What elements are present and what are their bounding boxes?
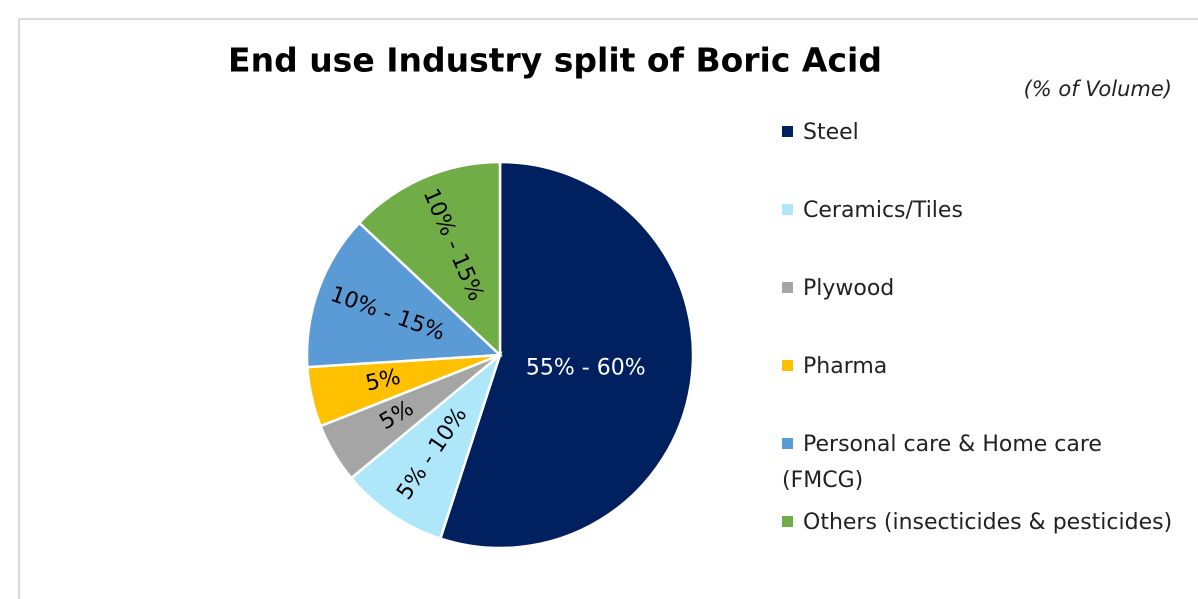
- legend-item: Ceramics/Tiles: [782, 193, 1182, 229]
- legend-label: Plywood: [803, 276, 895, 301]
- legend-item: Personal care & Home care (FMCG): [782, 427, 1182, 499]
- legend-swatch: [782, 516, 793, 527]
- legend-label: Others (insecticides & pesticides): [803, 510, 1173, 535]
- pie-slice: [438, 160, 695, 550]
- legend-swatch: [782, 438, 793, 449]
- pie-slice: [305, 221, 503, 369]
- legend-swatch: [782, 126, 793, 137]
- legend-item: Pharma: [782, 349, 1182, 385]
- pie-slice: [357, 160, 502, 358]
- legend-item: Others (insecticides & pesticides): [782, 505, 1182, 541]
- chart-frame: [18, 18, 1198, 599]
- legend-label: Ceramics/Tiles: [803, 198, 963, 223]
- legend-label: Personal care & Home care (FMCG): [782, 432, 1102, 493]
- legend-swatch: [782, 360, 793, 371]
- legend-label: Steel: [803, 120, 859, 145]
- legend-swatch: [782, 282, 793, 293]
- chart-title: End use Industry split of Boric Acid: [228, 41, 882, 80]
- legend-label: Pharma: [803, 354, 888, 379]
- pie-slice: [349, 351, 503, 541]
- legend-item: Steel: [782, 115, 1182, 151]
- legend-swatch: [782, 204, 793, 215]
- data-label: 55% - 60%: [526, 356, 646, 381]
- chart-subtitle: (% of Volume): [1024, 77, 1172, 101]
- legend-item: Plywood: [782, 271, 1182, 307]
